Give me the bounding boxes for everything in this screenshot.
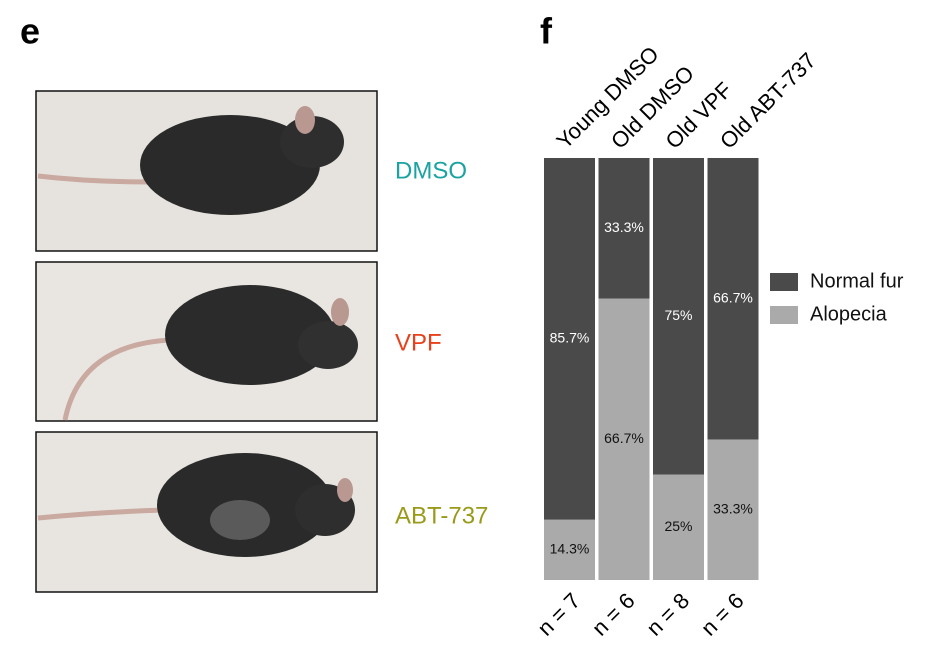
bar-segment (653, 158, 704, 475)
photo-label: ABT-737 (395, 502, 488, 529)
photo-label: VPF (395, 329, 442, 356)
value-label: 85.7% (550, 330, 590, 346)
count-label: n = 7 (532, 588, 585, 641)
legend-label: Alopecia (810, 303, 888, 325)
panel-label: e (20, 11, 40, 52)
legend-label: Normal fur (810, 270, 904, 292)
value-label: 33.3% (713, 500, 753, 516)
count-label: n = 8 (641, 588, 694, 641)
value-label: 66.7% (713, 289, 753, 305)
photo (35, 261, 378, 422)
photo-label: DMSO (395, 157, 467, 184)
bar-segment (707, 439, 759, 580)
bar-segment (544, 158, 595, 520)
bar-segment (598, 298, 650, 580)
count-label: n = 6 (587, 588, 640, 641)
photos (35, 90, 378, 593)
photo (35, 90, 378, 252)
count-label: n = 6 (696, 588, 749, 641)
photo (35, 431, 378, 593)
bar-segment (707, 158, 759, 440)
value-label: 25% (664, 518, 692, 534)
legend-swatch (770, 273, 798, 291)
value-label: 75% (664, 307, 692, 323)
value-label: 66.7% (604, 430, 644, 446)
bar-segment (598, 158, 650, 299)
value-label: 14.3% (550, 541, 590, 557)
value-label: 33.3% (604, 219, 644, 235)
panel-label: f (540, 11, 553, 52)
legend-swatch (770, 306, 798, 324)
bar-segment (653, 474, 704, 580)
bar-segment (544, 519, 595, 580)
